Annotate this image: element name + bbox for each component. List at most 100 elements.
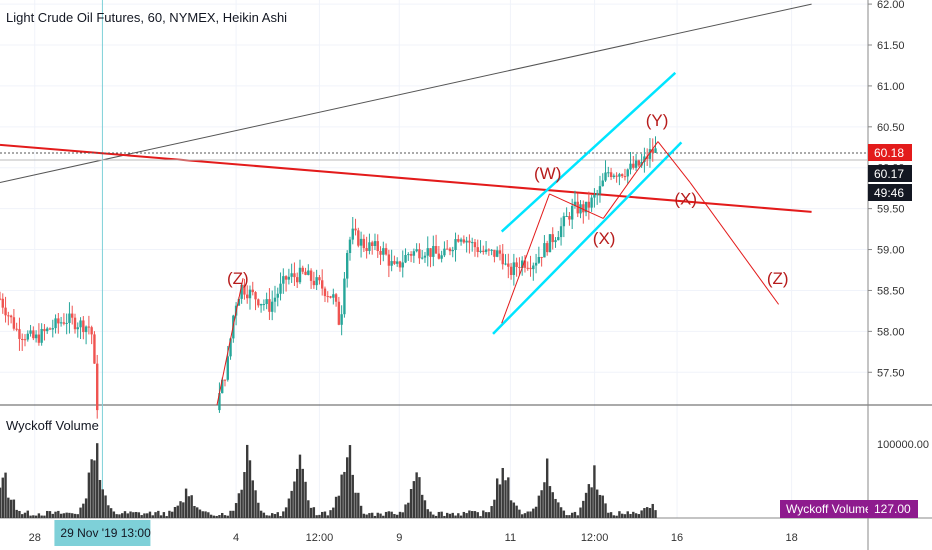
volume-bar	[18, 510, 21, 518]
price-tick-label: 59.00	[877, 245, 905, 257]
volume-bar	[426, 509, 429, 518]
volume-bar	[282, 511, 285, 518]
candle-body	[395, 261, 399, 264]
candle-body	[279, 283, 282, 294]
prev-price-label: 60.17	[874, 167, 904, 181]
candle-body	[634, 160, 638, 168]
indicator-label[interactable]: Wyckoff Volume	[6, 418, 99, 433]
volume-bar	[537, 495, 541, 518]
volume-bar	[209, 514, 213, 518]
candle-body	[404, 255, 407, 263]
volume-bar	[518, 509, 521, 518]
candle-body	[290, 273, 293, 277]
candle-body	[487, 249, 491, 251]
volume-bar	[637, 514, 641, 518]
candle-body	[584, 201, 588, 213]
candle-body	[420, 257, 424, 259]
candle-body	[382, 248, 385, 255]
candle-body	[26, 333, 29, 340]
price-axis[interactable]: 62.0061.5061.0060.5060.0059.5059.0058.50…	[868, 0, 905, 379]
volume-bar	[504, 480, 507, 518]
volume-bar	[54, 511, 57, 518]
elliott-wave-lines[interactable]	[216, 141, 780, 406]
candle-body	[462, 239, 466, 243]
volume-bar	[398, 511, 402, 518]
time-tick-label: 18	[785, 532, 797, 544]
candle-body	[520, 260, 524, 268]
candle-body	[398, 261, 402, 268]
volume-bar	[384, 511, 388, 518]
volume-bar	[565, 515, 568, 518]
candle-body	[534, 262, 538, 266]
volume-bar	[259, 510, 263, 518]
red-trendline[interactable]	[0, 143, 812, 213]
candle-body	[643, 156, 646, 162]
volume-bar	[284, 507, 288, 518]
volume-bar	[346, 457, 349, 518]
candle-body	[551, 234, 554, 243]
volume-bar	[440, 511, 443, 518]
candle-body	[265, 299, 268, 305]
volume-bar	[495, 478, 499, 518]
candle-body	[96, 363, 99, 411]
volume-bar	[501, 467, 504, 518]
volume-bar	[373, 515, 377, 518]
candle-body	[570, 205, 574, 220]
volume-bar	[184, 488, 188, 518]
candle-body	[12, 317, 16, 329]
volume-bar	[215, 515, 218, 518]
volume-bar	[407, 502, 410, 518]
candle-body	[321, 280, 324, 289]
volume-bar	[307, 500, 310, 518]
volume-bar	[312, 507, 316, 518]
volume-bar	[159, 515, 163, 518]
candle-body	[0, 298, 2, 300]
volume-bar	[46, 510, 49, 518]
wave-label: (Z)	[767, 269, 789, 288]
volume-bar	[357, 492, 360, 518]
candle-body	[71, 313, 74, 318]
volume-bar	[412, 481, 416, 518]
volume-bar	[540, 490, 543, 518]
volume-bar	[293, 481, 296, 518]
candle-body	[543, 243, 546, 258]
volume-bar	[448, 513, 452, 518]
time-tick-label: 11	[505, 532, 516, 544]
candle-body	[268, 299, 271, 312]
volume-bar	[634, 513, 638, 518]
volume-bar	[368, 513, 371, 518]
volume-bar	[221, 512, 224, 518]
volume-bar	[101, 489, 104, 518]
time-axis[interactable]: 28 4 12:00 9 11 12:00 16 18	[29, 532, 798, 544]
candle-body	[545, 243, 549, 253]
channel-upper-line[interactable]	[500, 71, 677, 233]
price-tick-label: 58.50	[877, 285, 905, 297]
volume-bar	[498, 484, 502, 518]
candle-body	[343, 278, 346, 315]
volume-bar	[251, 480, 254, 518]
candle-body	[332, 294, 335, 298]
volume-bar	[573, 511, 577, 518]
volume-bar	[43, 515, 46, 518]
candle-body	[484, 249, 488, 252]
candle-body	[223, 379, 227, 381]
candle-body	[271, 301, 274, 312]
volume-bar	[304, 481, 307, 518]
volume-bar	[332, 507, 335, 518]
candle-body	[470, 242, 474, 244]
volume-bar	[12, 499, 16, 518]
candle-body	[307, 270, 310, 275]
wave-segment	[216, 278, 244, 406]
volume-bar	[343, 471, 346, 518]
volume-bar	[34, 515, 38, 518]
volume-bar	[437, 511, 441, 518]
candle-body	[429, 248, 432, 257]
candle-body	[340, 314, 343, 325]
candle-body	[565, 216, 568, 218]
volume-bar	[107, 505, 110, 518]
grey-trendline[interactable]	[0, 3, 812, 183]
candle-body	[370, 242, 374, 246]
channel-lower-line[interactable]	[492, 141, 683, 335]
candle-body	[362, 238, 366, 249]
